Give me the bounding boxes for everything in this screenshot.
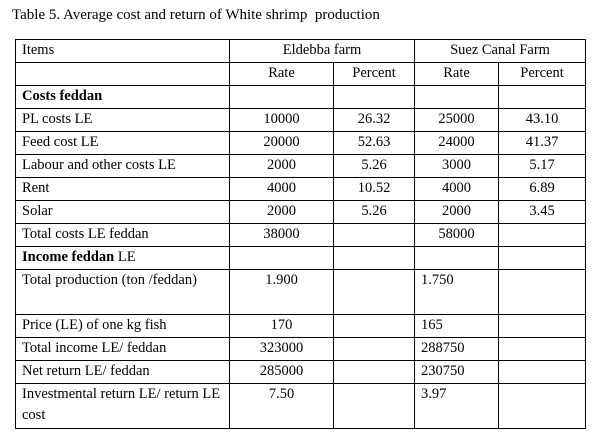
row-label: Total income LE/ feddan: [15, 337, 230, 361]
table-row: Total income LE/ feddan 323000 288750: [15, 337, 587, 361]
eldebba-percent: 52.63: [332, 131, 416, 155]
section-costs-row: Costs feddan: [15, 85, 587, 109]
eldebba-value: 285000: [229, 360, 334, 384]
suez-empty: [498, 269, 587, 315]
eldebba-value: 170: [229, 314, 334, 338]
suez-percent: [498, 223, 587, 247]
row-label: Investmental return LE/ return LE cost: [15, 383, 230, 429]
suez-empty: [498, 314, 587, 338]
eldebba-percent: 5.26: [332, 200, 416, 224]
eldebba-value: 1.900: [229, 269, 334, 315]
header-percent-1: Percent: [332, 62, 416, 86]
table-row: Labour and other costs LE 2000 5.26 3000 5.1…: [15, 154, 587, 178]
header-rate-2: Rate: [414, 62, 500, 86]
suez-value: 288750: [414, 337, 500, 361]
eldebba-rate: 4000: [229, 177, 334, 201]
suez-rate: 4000: [414, 177, 500, 201]
suez-percent: 41.37: [498, 131, 587, 155]
table-caption: Table 5. Average cost and return of Whit…: [12, 7, 380, 23]
suez-empty: [498, 383, 587, 429]
row-label: PL costs LE: [15, 108, 230, 132]
header-items: Items: [15, 39, 230, 63]
eldebba-empty: [332, 360, 416, 384]
suez-percent: 6.89: [498, 177, 587, 201]
row-label: Feed cost LE: [15, 131, 230, 155]
table-row: Rent 4000 10.52 4000 6.89: [15, 177, 587, 201]
eldebba-rate: 10000: [229, 108, 334, 132]
row-label: Total production (ton /feddan): [15, 269, 230, 315]
row-label: Total costs LE feddan: [15, 223, 230, 247]
table-row: Price (LE) of one kg fish 170 165: [15, 314, 587, 338]
suez-rate: 3000: [414, 154, 500, 178]
table-row: Total production (ton /feddan) 1.900 1.750: [15, 269, 587, 315]
suez-value: 230750: [414, 360, 500, 384]
eldebba-percent: 10.52: [332, 177, 416, 201]
suez-empty: [498, 337, 587, 361]
eldebba-percent: 26.32: [332, 108, 416, 132]
header-eldebba-farm: Eldebba farm: [228, 39, 416, 63]
header-row-2: Rate Percent Rate Percent: [15, 62, 587, 86]
eldebba-percent: [332, 223, 416, 247]
row-label: Solar: [15, 200, 230, 224]
header-row-1: Items Eldebba farm Suez Canal Farm: [15, 39, 587, 63]
header-suez-canal-farm: Suez Canal Farm: [414, 39, 587, 63]
table-row: Feed cost LE 20000 52.63 24000 41.37: [15, 131, 587, 155]
section-income-row: Income feddan LE: [15, 246, 587, 270]
eldebba-rate: 2000: [229, 200, 334, 224]
suez-rate: 58000: [414, 223, 500, 247]
suez-percent: 3.45: [498, 200, 587, 224]
suez-value: 1.750: [414, 269, 500, 315]
shrimp-cost-table: Items Eldebba farm Suez Canal Farm Rate …: [15, 39, 587, 429]
eldebba-empty: [332, 337, 416, 361]
eldebba-rate: 20000: [229, 131, 334, 155]
header-rate-1: Rate: [229, 62, 334, 86]
eldebba-value: 7.50: [229, 383, 334, 429]
eldebba-percent: 5.26: [332, 154, 416, 178]
header-empty: [15, 62, 230, 86]
table-row: Solar 2000 5.26 2000 3.45: [15, 200, 587, 224]
suez-percent: 43.10: [498, 108, 587, 132]
suez-empty: [498, 360, 587, 384]
table-row: PL costs LE 10000 26.32 25000 43.10: [15, 108, 587, 132]
eldebba-rate: 38000: [229, 223, 334, 247]
table-row: Total costs LE feddan 38000 58000: [15, 223, 587, 247]
table-row: Investmental return LE/ return LE cost 7.…: [15, 383, 587, 429]
suez-value: 3.97: [414, 383, 500, 429]
section-costs-label: Costs feddan: [15, 85, 230, 109]
header-percent-2: Percent: [498, 62, 587, 86]
section-income-label: Income feddan LE: [15, 246, 230, 270]
eldebba-empty: [332, 314, 416, 338]
suez-rate: 24000: [414, 131, 500, 155]
eldebba-empty: [332, 269, 416, 315]
table-row: Net return LE/ feddan 285000 230750: [15, 360, 587, 384]
suez-percent: 5.17: [498, 154, 587, 178]
suez-value: 165: [414, 314, 500, 338]
suez-rate: 2000: [414, 200, 500, 224]
eldebba-rate: 2000: [229, 154, 334, 178]
eldebba-value: 323000: [229, 337, 334, 361]
row-label: Labour and other costs LE: [15, 154, 230, 178]
row-label: Rent: [15, 177, 230, 201]
row-label: Net return LE/ feddan: [15, 360, 230, 384]
row-label: Price (LE) of one kg fish: [15, 314, 230, 338]
suez-rate: 25000: [414, 108, 500, 132]
eldebba-empty: [332, 383, 416, 429]
